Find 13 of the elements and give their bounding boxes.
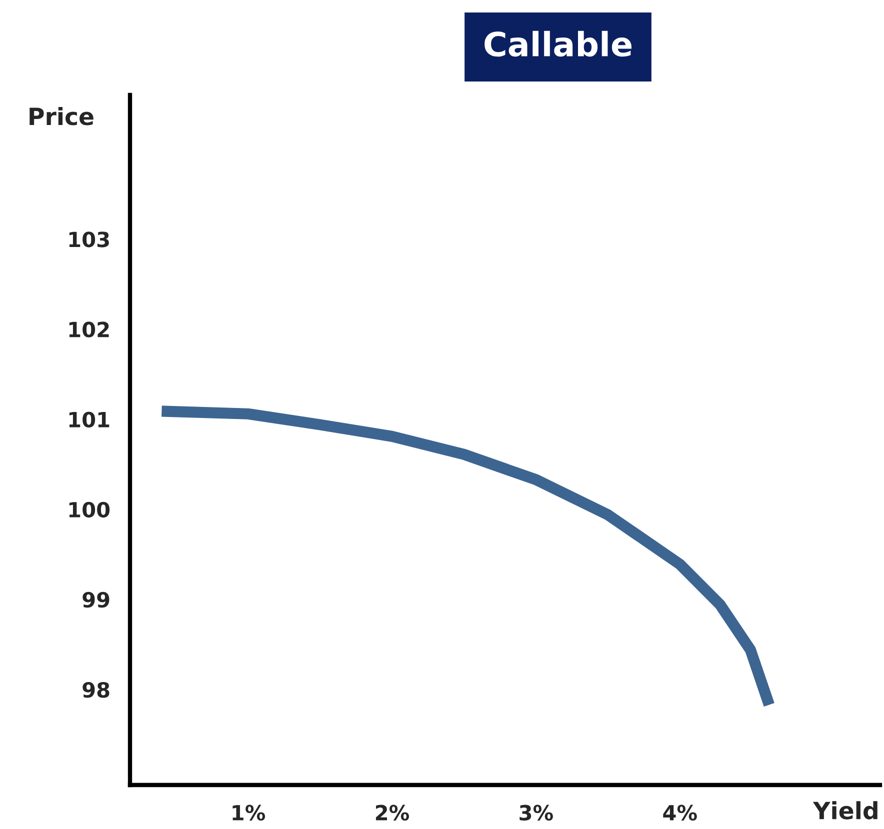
chart-title: Callable: [484, 30, 632, 57]
x-tick-label: 2%: [376, 804, 410, 821]
y-tick-label: 101: [69, 412, 110, 428]
x-tick-label: 4%: [663, 804, 697, 821]
x-tick-label: 3%: [520, 804, 553, 821]
x-tick-label: 1%: [232, 804, 266, 821]
y-tick-label: 103: [69, 232, 109, 248]
y-tick-label: 102: [69, 322, 109, 338]
y-tick-label: 100: [69, 502, 110, 518]
y-axis-title: Price: [30, 107, 94, 126]
y-tick-label: 99: [82, 592, 110, 608]
y-tick-label: 98: [82, 682, 110, 698]
x-axis-title: Yield: [812, 801, 878, 820]
